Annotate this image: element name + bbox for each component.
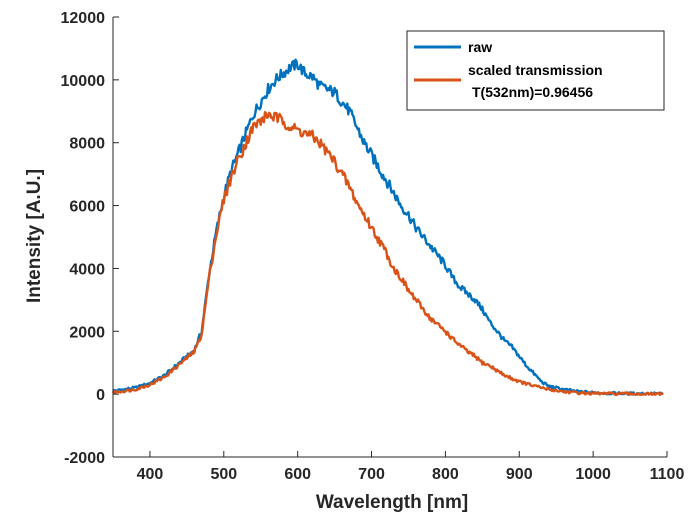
x-tick-label: 700 [358, 466, 385, 483]
series-line-1 [111, 110, 664, 397]
x-tick-label: 1000 [575, 466, 611, 483]
x-tick-label: 600 [284, 466, 311, 483]
x-axis-label: Wavelength [nm] [316, 492, 468, 513]
ticks-layer: 400 500 600 700 800 900 1000 1100 -2000 0 2000 4000… [61, 10, 685, 483]
x-tick-label: 400 [137, 466, 164, 483]
legend-label-1: scaled transmission [468, 62, 603, 78]
legend-box [406, 30, 665, 111]
x-tick-label: 500 [210, 466, 237, 483]
y-tick-label: 0 [96, 387, 105, 404]
y-tick-label: 8000 [69, 136, 105, 153]
x-tick-label: 1100 [650, 466, 685, 483]
y-tick-label: -2000 [64, 450, 105, 467]
legend: raw scaled transmission T(532nm)=0.96456 [406, 30, 665, 111]
y-tick-label: 2000 [69, 324, 105, 341]
axes-layer [112, 17, 667, 458]
y-tick-label: 6000 [69, 199, 105, 216]
y-tick-label: 4000 [69, 261, 105, 278]
y-tick-label: 12000 [61, 10, 106, 27]
legend-label-1: T(532nm)=0.96456 [472, 84, 593, 100]
x-tick-label: 900 [506, 466, 533, 483]
y-axis-label: Intensity [A.U.] [24, 169, 45, 303]
series-layer [111, 58, 664, 397]
legend-label-0: raw [468, 39, 492, 55]
y-tick-label: 10000 [61, 73, 106, 90]
x-tick-label: 800 [432, 466, 459, 483]
